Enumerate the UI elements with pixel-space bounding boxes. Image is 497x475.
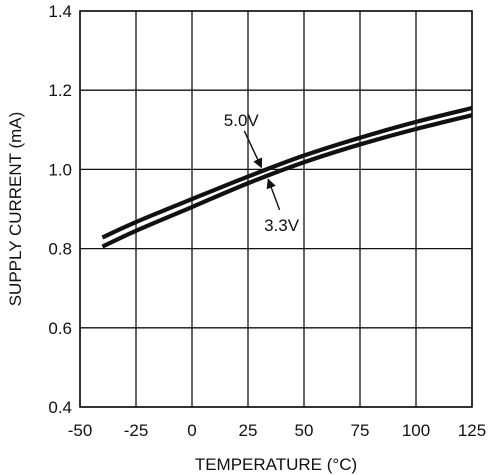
y-axis-title: SUPPLY CURRENT (mA) (6, 112, 25, 307)
plot-frame (79, 10, 473, 408)
x-axis-title: TEMPERATURE (°C) (195, 455, 357, 474)
grid (79, 10, 473, 408)
x-tick-label: 100 (402, 421, 430, 440)
x-tick-label: 50 (295, 421, 314, 440)
y-tick-label: 0.6 (48, 319, 72, 338)
x-tick-label: 125 (458, 421, 486, 440)
x-tick-label: 0 (187, 421, 196, 440)
x-tick-label: 25 (239, 421, 258, 440)
x-tick-label: -50 (68, 421, 93, 440)
series-lines (101, 105, 473, 249)
series-label-5-0v: 5.0V (224, 111, 260, 130)
series-label-3-3v: 3.3V (264, 216, 300, 235)
y-tick-label: 0.4 (48, 398, 72, 417)
tick-labels: -50 -25 0 25 50 75 100 125 0.4 0.6 0.8 1.0 1.2 1.4 (48, 2, 486, 440)
series-label-arrow-5-0v (243, 130, 263, 169)
x-tick-label: -25 (124, 421, 149, 440)
series-line-5-0v (101, 105, 473, 240)
y-tick-label: 1.4 (48, 2, 72, 21)
y-tick-label: 1.2 (48, 81, 72, 100)
y-tick-label: 1.0 (48, 160, 72, 179)
annotations: 5.0V 3.3V (224, 111, 300, 235)
series-label-arrow-3-3v (266, 178, 281, 211)
y-tick-label: 0.8 (48, 240, 72, 259)
x-tick-label: 75 (351, 421, 370, 440)
series-line-3-3v (101, 113, 473, 249)
